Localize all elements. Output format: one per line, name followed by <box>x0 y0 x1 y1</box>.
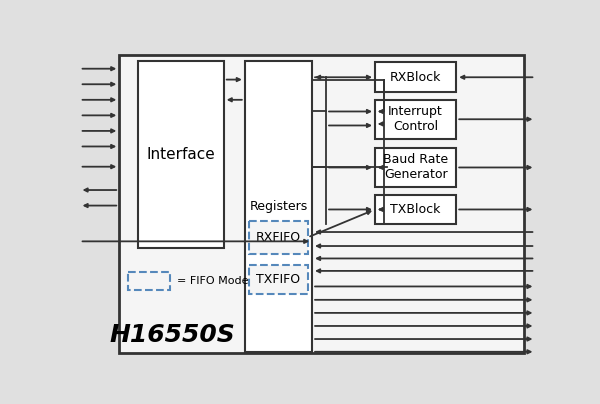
Text: = FIFO Mode: = FIFO Mode <box>178 276 249 286</box>
Bar <box>375 195 457 224</box>
Text: Interrupt
Control: Interrupt Control <box>388 105 443 133</box>
Bar <box>138 61 224 248</box>
Text: TXBlock: TXBlock <box>391 203 441 216</box>
Bar <box>119 55 524 354</box>
Bar <box>250 265 308 294</box>
Text: Registers: Registers <box>250 200 308 213</box>
Bar <box>128 272 170 290</box>
Text: RXBlock: RXBlock <box>390 71 442 84</box>
Text: Interface: Interface <box>146 147 215 162</box>
Text: Baud Rate
Generator: Baud Rate Generator <box>383 154 448 181</box>
Bar <box>250 221 308 254</box>
Text: TXFIFO: TXFIFO <box>256 273 301 286</box>
Text: H16550S: H16550S <box>110 323 236 347</box>
Bar <box>375 63 457 92</box>
Bar <box>375 148 457 187</box>
Bar <box>245 61 312 352</box>
Bar <box>375 100 457 139</box>
Text: RXFIFO: RXFIFO <box>256 231 301 244</box>
